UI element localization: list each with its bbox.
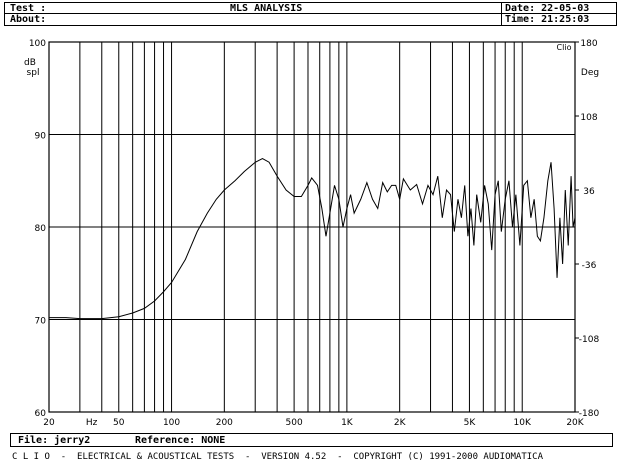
x-tick-label: Hz (86, 418, 98, 428)
y-tick-label: 100 (29, 39, 46, 49)
header-row-divider (5, 13, 616, 14)
page-title: MLS ANALYSIS (230, 3, 303, 14)
y2-tick-label: -108 (579, 335, 600, 345)
y2label-deg: Deg (581, 68, 599, 78)
x-tick-label: 2K (394, 418, 407, 428)
header-col-divider (501, 3, 502, 25)
x-tick-label: 20 (43, 418, 55, 428)
date-label: Date: 22-05-03 (505, 3, 590, 14)
y2-tick-label: 180 (580, 39, 597, 49)
y2-tick-label: 108 (580, 113, 597, 123)
spl-series-line (49, 157, 576, 320)
x-tick-label: 20K (566, 418, 584, 428)
x-tick-label: 5K (464, 418, 477, 428)
y2-tick-label: -36 (582, 261, 597, 271)
y-tick-label: 90 (35, 132, 47, 142)
x-tick-label: 500 (286, 418, 303, 428)
mls-frequency-chart: 20 Hz 50 100 200 500 1K 2K 5K 10K 20K 10090807060 … (24, 39, 600, 428)
x-tick-label: 1K (341, 418, 354, 428)
y-tick-label: 70 (35, 317, 47, 327)
test-label: Test : (10, 3, 47, 14)
y2-tick-label: 36 (583, 187, 595, 197)
y-tick-label: 80 (35, 224, 47, 234)
x-tick-label: 10K (514, 418, 532, 428)
x-tick-label: 50 (113, 418, 125, 428)
x-tick-label: 100 (163, 418, 180, 428)
brand-mark: Clio (557, 43, 572, 52)
file-label: File: jerry2 (18, 435, 91, 446)
time-label: Time: 21:25:03 (505, 14, 590, 25)
plot-frame (48, 41, 576, 413)
file-info-bar: File: jerry2 Reference: NONE (10, 433, 613, 447)
y2-tick-label: -180 (579, 409, 600, 419)
about-label: About: (10, 14, 47, 25)
status-line: C L I O - ELECTRICAL & ACOUSTICAL TESTS … (12, 452, 544, 462)
ylabel-spl: spl (27, 68, 40, 78)
x-tick-label: 200 (216, 418, 233, 428)
reference-label: Reference: NONE (135, 435, 226, 446)
ylabel-db: dB (24, 58, 36, 68)
header-bar: Test : About: MLS ANALYSIS Date: 22-05-0… (4, 2, 617, 26)
y-tick-label: 60 (35, 409, 47, 419)
